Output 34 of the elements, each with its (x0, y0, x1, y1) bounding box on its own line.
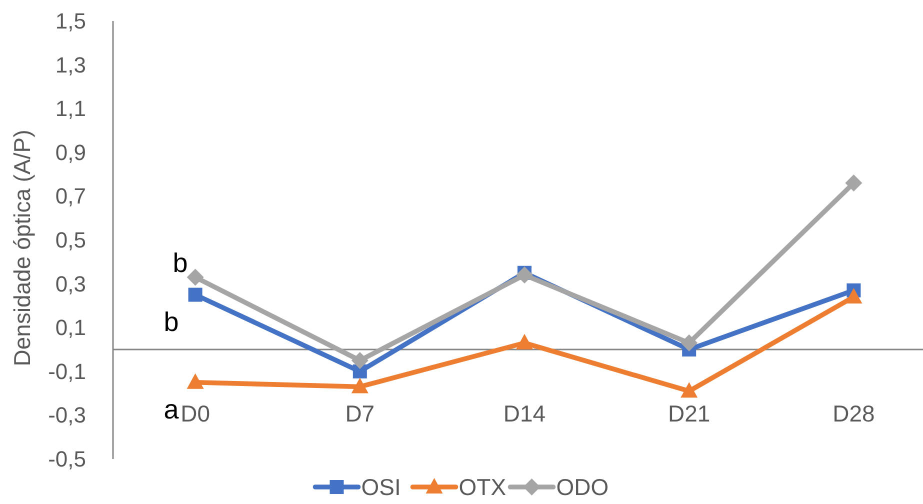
y-tick-label: 1,1 (55, 96, 86, 122)
y-tick-label: 1,3 (55, 52, 86, 78)
annotation: b (172, 248, 188, 278)
y-tick-label: 0,7 (55, 184, 86, 209)
annotation: b (164, 306, 179, 337)
y-tick-label: 1,5 (55, 8, 86, 34)
y-tick-label: 0,1 (55, 315, 86, 340)
point (188, 288, 202, 302)
x-tick-label: D14 (503, 400, 546, 426)
point (845, 288, 862, 304)
x-tick-label: D7 (345, 400, 375, 426)
point (186, 268, 204, 286)
point (516, 334, 533, 350)
legend-label: OSI (361, 474, 401, 500)
point (351, 352, 368, 369)
x-tick-label: D0 (180, 400, 210, 426)
y-tick-label: 0,9 (55, 140, 86, 165)
y-tick-label: 0,3 (55, 271, 86, 296)
point (186, 373, 204, 389)
y-tick-label: -0,1 (48, 358, 86, 384)
legend-label: ODO (556, 474, 609, 500)
point (845, 174, 862, 192)
x-tick-label: D28 (832, 400, 875, 426)
y-axis-title: Densidade óptica (A/P) (9, 130, 35, 366)
x-tick-label: D21 (668, 400, 710, 426)
point (680, 334, 698, 352)
point (351, 378, 368, 394)
annotation: a (164, 394, 180, 424)
point (516, 266, 533, 284)
legend-label: OTX (458, 474, 506, 500)
point (680, 382, 698, 398)
y-tick-label: -0,5 (48, 446, 86, 472)
y-tick-label: -0,3 (48, 402, 86, 428)
y-tick-label: 0,5 (55, 228, 86, 252)
